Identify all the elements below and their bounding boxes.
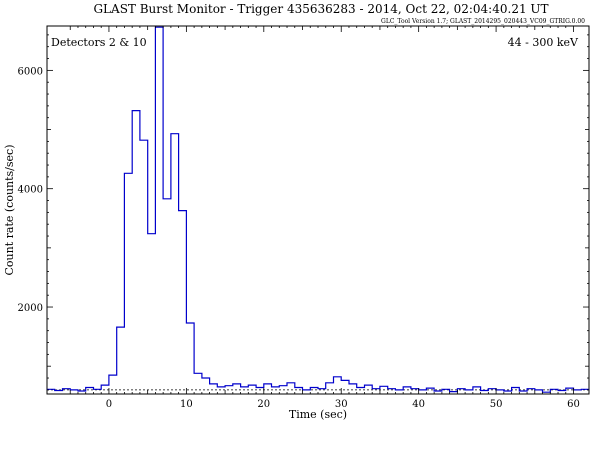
y-axis-label: Count rate (counts/sec)	[3, 145, 16, 276]
y-tick-label: 4000	[18, 185, 43, 196]
tick-layer: 0 10 20 30 40 50 60 2000 4000 6000	[18, 26, 589, 410]
x-tick-label: 30	[335, 399, 348, 410]
lightcurve-series-0	[47, 26, 589, 393]
x-axis-label: Time (sec)	[289, 408, 347, 421]
y-tick-label: 2000	[18, 303, 43, 314]
x-tick-label: 50	[490, 399, 503, 410]
x-tick-label: 0	[106, 399, 112, 410]
plot-frame	[46, 25, 590, 395]
data-layer	[47, 26, 589, 393]
x-tick-label: 20	[257, 399, 270, 410]
x-tick-label: 40	[412, 399, 425, 410]
x-tick-label: 10	[180, 399, 193, 410]
y-tick-label: 6000	[18, 66, 43, 77]
x-tick-label: 60	[567, 399, 580, 410]
annotation-energy: 44 - 300 keV	[508, 36, 579, 49]
annotation-detectors: Detectors 2 & 10	[51, 36, 147, 49]
chart-title: GLAST Burst Monitor - Trigger 435636283 …	[93, 2, 548, 16]
chart-subtitle: GLC_Tool Version 1.7; GLAST_2014295_0204…	[381, 18, 585, 25]
